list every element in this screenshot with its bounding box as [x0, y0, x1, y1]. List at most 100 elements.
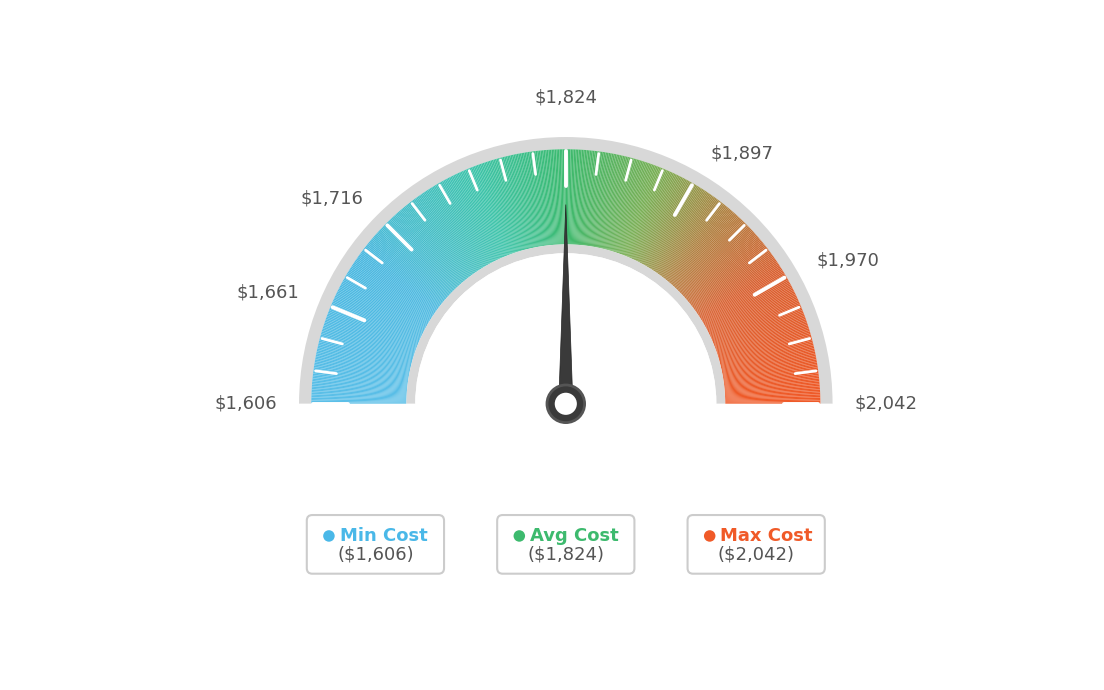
- Wedge shape: [605, 157, 630, 250]
- Wedge shape: [322, 328, 414, 357]
- Wedge shape: [357, 258, 435, 313]
- Wedge shape: [326, 319, 415, 352]
- Wedge shape: [446, 179, 491, 263]
- Wedge shape: [723, 361, 817, 378]
- Wedge shape: [412, 199, 470, 277]
- Wedge shape: [723, 364, 817, 380]
- Wedge shape: [553, 150, 559, 245]
- Wedge shape: [598, 155, 619, 248]
- Wedge shape: [649, 187, 701, 268]
- Wedge shape: [620, 165, 655, 255]
- Wedge shape: [514, 154, 535, 248]
- Wedge shape: [625, 168, 662, 257]
- Wedge shape: [725, 396, 820, 400]
- Wedge shape: [599, 155, 622, 248]
- Wedge shape: [725, 386, 820, 394]
- Wedge shape: [490, 160, 519, 252]
- Wedge shape: [311, 386, 406, 394]
- Wedge shape: [339, 287, 424, 331]
- Wedge shape: [299, 137, 832, 404]
- Wedge shape: [645, 182, 692, 266]
- Wedge shape: [652, 190, 707, 271]
- Wedge shape: [540, 150, 551, 245]
- Wedge shape: [481, 164, 513, 253]
- Wedge shape: [362, 250, 438, 308]
- Wedge shape: [665, 204, 724, 279]
- Wedge shape: [316, 355, 410, 374]
- Wedge shape: [614, 161, 645, 253]
- Wedge shape: [532, 151, 545, 246]
- Wedge shape: [482, 163, 514, 253]
- Wedge shape: [662, 201, 721, 277]
- Wedge shape: [506, 156, 529, 249]
- Text: $1,661: $1,661: [236, 284, 299, 302]
- Wedge shape: [363, 249, 439, 308]
- Text: Avg Cost: Avg Cost: [530, 527, 618, 545]
- Wedge shape: [637, 176, 681, 262]
- Wedge shape: [724, 378, 819, 388]
- Wedge shape: [725, 391, 820, 397]
- Wedge shape: [437, 183, 487, 266]
- Wedge shape: [672, 214, 736, 286]
- Wedge shape: [721, 344, 814, 367]
- Wedge shape: [320, 335, 413, 362]
- Wedge shape: [680, 226, 750, 293]
- Wedge shape: [539, 150, 550, 246]
- Wedge shape: [581, 150, 592, 245]
- Wedge shape: [351, 266, 432, 318]
- Wedge shape: [450, 176, 495, 262]
- Wedge shape: [686, 235, 757, 299]
- Wedge shape: [705, 281, 789, 328]
- Wedge shape: [507, 156, 530, 248]
- Wedge shape: [694, 254, 773, 311]
- Wedge shape: [395, 214, 459, 286]
- Wedge shape: [718, 324, 808, 355]
- Wedge shape: [434, 186, 484, 268]
- Wedge shape: [723, 367, 818, 382]
- Wedge shape: [697, 258, 775, 313]
- Wedge shape: [704, 277, 787, 325]
- Wedge shape: [712, 302, 799, 340]
- Wedge shape: [505, 157, 528, 249]
- Wedge shape: [722, 350, 815, 371]
- Wedge shape: [415, 253, 716, 404]
- Wedge shape: [687, 238, 760, 301]
- Wedge shape: [698, 261, 777, 315]
- Wedge shape: [645, 183, 694, 266]
- Text: $1,897: $1,897: [711, 145, 774, 163]
- Polygon shape: [559, 204, 573, 417]
- Wedge shape: [709, 293, 796, 335]
- Wedge shape: [386, 221, 455, 290]
- Wedge shape: [489, 161, 519, 252]
- Wedge shape: [725, 402, 820, 404]
- Wedge shape: [427, 190, 479, 270]
- Wedge shape: [456, 173, 498, 260]
- Wedge shape: [436, 184, 486, 266]
- Wedge shape: [723, 359, 817, 377]
- Wedge shape: [311, 388, 406, 395]
- Wedge shape: [321, 331, 413, 359]
- Wedge shape: [357, 257, 436, 313]
- Wedge shape: [338, 290, 423, 333]
- Wedge shape: [348, 271, 429, 322]
- Wedge shape: [323, 325, 414, 355]
- Wedge shape: [627, 169, 666, 257]
- Wedge shape: [415, 198, 473, 275]
- Wedge shape: [337, 291, 423, 334]
- Wedge shape: [378, 230, 449, 296]
- Wedge shape: [330, 306, 418, 343]
- Wedge shape: [679, 224, 747, 292]
- Wedge shape: [418, 195, 475, 274]
- Wedge shape: [724, 373, 819, 386]
- Wedge shape: [371, 239, 444, 302]
- Wedge shape: [690, 245, 766, 305]
- Wedge shape: [601, 155, 623, 248]
- Wedge shape: [608, 159, 635, 250]
- Wedge shape: [551, 150, 558, 245]
- Wedge shape: [318, 344, 411, 367]
- Wedge shape: [352, 264, 433, 317]
- Text: $1,824: $1,824: [534, 88, 597, 106]
- Wedge shape: [542, 150, 552, 245]
- Wedge shape: [380, 228, 450, 295]
- Text: ($1,606): ($1,606): [337, 546, 414, 564]
